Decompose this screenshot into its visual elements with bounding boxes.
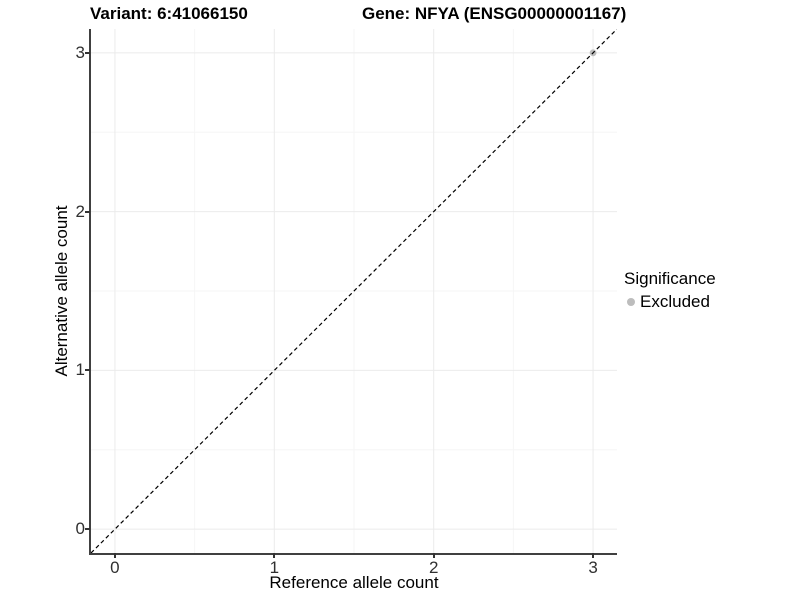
legend-item-label: Excluded [640,292,710,311]
plot-canvas [91,29,617,553]
x-tick-mark [273,553,276,558]
legend-point-icon [627,298,635,306]
x-tick-label: 0 [110,558,120,577]
y-tick-label: 0 [75,519,85,539]
x-tick-label: 1 [269,558,280,577]
gene-title: Gene: NFYA (ENSG00000001167) [362,4,627,23]
legend: Significance Excluded [624,269,716,312]
y-tick-mark [85,51,90,54]
y-tick-label: 2 [75,201,85,221]
identity-reference-line [91,29,617,553]
y-axis-title: Alternative allele count [52,205,71,377]
y-tick-label: 1 [75,360,85,380]
x-axis-title: Reference allele count [269,573,439,592]
y-tick-mark [85,210,90,213]
x-tick-label: 2 [428,558,439,577]
plot-panel [89,29,617,555]
x-tick-label: 3 [588,558,598,577]
x-tick-mark [432,553,435,558]
variant-title: Variant: 6:41066150 [90,4,248,23]
y-tick-mark [85,369,90,372]
legend-title: Significance [624,269,716,288]
y-tick-label: 3 [75,42,85,62]
x-tick-mark [113,553,116,558]
x-tick-mark [592,553,595,558]
legend-item-excluded: Excluded [627,292,716,312]
y-tick-mark [85,528,90,531]
